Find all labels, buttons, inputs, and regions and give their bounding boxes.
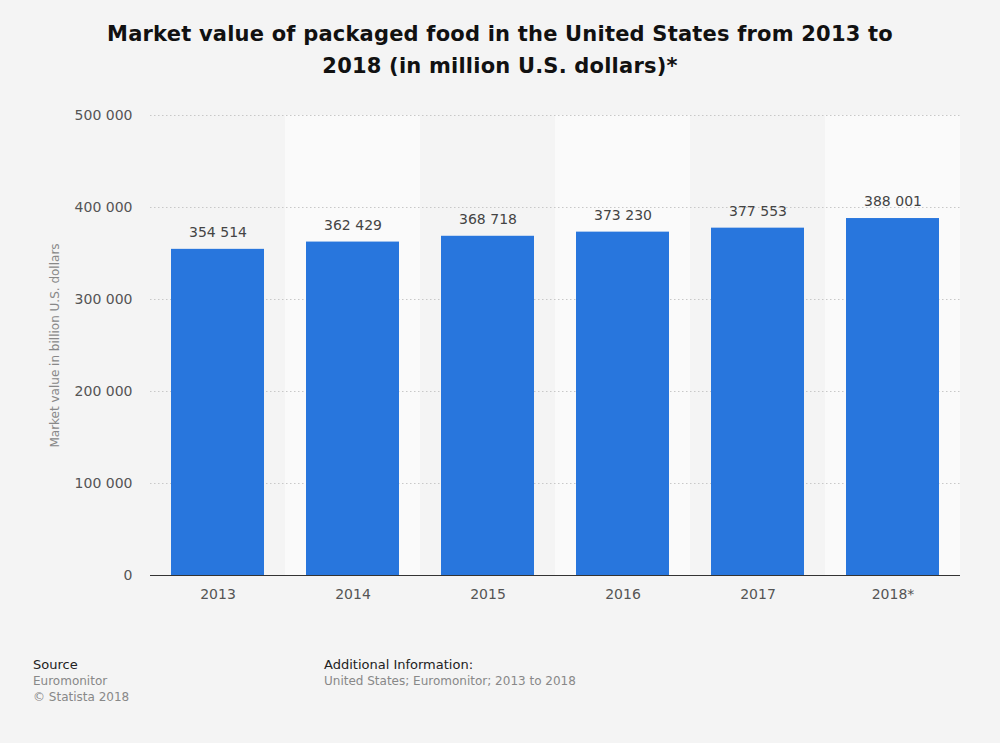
svg-text:2018*: 2018* <box>872 586 915 602</box>
svg-text:368 718: 368 718 <box>459 211 517 227</box>
html-text:United States; Euromonitor; 20: United States; Euromonitor; 2013 to 2018 <box>324 674 576 688</box>
html-text:Euromonitor: Euromonitor <box>33 674 108 688</box>
html-text:Additional Information:: Additional Information: <box>324 657 473 672</box>
svg-text:2013: 2013 <box>200 586 236 602</box>
svg-text:300 000: 300 000 <box>75 291 133 307</box>
svg-text:500 000: 500 000 <box>75 107 133 123</box>
svg-text:2017: 2017 <box>740 586 776 602</box>
svg-text:377 553: 377 553 <box>729 203 787 219</box>
svg-text:100 000: 100 000 <box>75 475 133 491</box>
svg-text:373 230: 373 230 <box>594 207 652 223</box>
svg-text:388 001: 388 001 <box>864 193 922 209</box>
svg-text:2014: 2014 <box>335 586 371 602</box>
svg-text:2016: 2016 <box>605 586 641 602</box>
html-text:Market value of packaged food: Market value of packaged food in the Uni… <box>107 22 893 78</box>
svg-text:0: 0 <box>124 567 133 583</box>
svg-text:Market value in billion U.S. d: Market value in billion U.S. dollars <box>48 243 62 447</box>
svg-text:354 514: 354 514 <box>189 224 247 240</box>
svg-text:400 000: 400 000 <box>75 199 133 215</box>
svg-text:200 000: 200 000 <box>75 383 133 399</box>
svg-text:2015: 2015 <box>470 586 506 602</box>
html-text:Source: Source <box>33 657 78 672</box>
html-text:© Statista 2018: © Statista 2018 <box>33 690 130 704</box>
svg-text:362 429: 362 429 <box>324 217 382 233</box>
